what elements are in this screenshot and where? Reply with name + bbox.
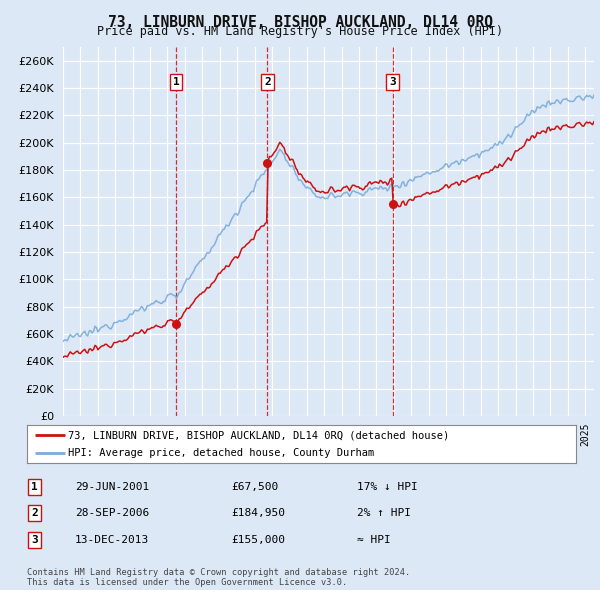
Text: 13-DEC-2013: 13-DEC-2013 <box>75 535 149 545</box>
Text: 2% ↑ HPI: 2% ↑ HPI <box>357 509 411 518</box>
Text: 3: 3 <box>389 77 396 87</box>
Text: 1: 1 <box>173 77 179 87</box>
Text: Price paid vs. HM Land Registry's House Price Index (HPI): Price paid vs. HM Land Registry's House … <box>97 25 503 38</box>
Text: HPI: Average price, detached house, County Durham: HPI: Average price, detached house, Coun… <box>68 448 374 458</box>
Text: Contains HM Land Registry data © Crown copyright and database right 2024.
This d: Contains HM Land Registry data © Crown c… <box>27 568 410 587</box>
Text: 73, LINBURN DRIVE, BISHOP AUCKLAND, DL14 0RQ (detached house): 73, LINBURN DRIVE, BISHOP AUCKLAND, DL14… <box>68 430 449 440</box>
Text: ≈ HPI: ≈ HPI <box>357 535 391 545</box>
Text: 73, LINBURN DRIVE, BISHOP AUCKLAND, DL14 0RQ: 73, LINBURN DRIVE, BISHOP AUCKLAND, DL14… <box>107 15 493 30</box>
Text: £155,000: £155,000 <box>231 535 285 545</box>
Text: £184,950: £184,950 <box>231 509 285 518</box>
Text: 17% ↓ HPI: 17% ↓ HPI <box>357 482 418 491</box>
Text: £67,500: £67,500 <box>231 482 278 491</box>
Text: 1: 1 <box>31 482 38 491</box>
Text: 2: 2 <box>31 509 38 518</box>
Text: 2: 2 <box>264 77 271 87</box>
Text: 3: 3 <box>31 535 38 545</box>
Text: 29-JUN-2001: 29-JUN-2001 <box>75 482 149 491</box>
Text: 28-SEP-2006: 28-SEP-2006 <box>75 509 149 518</box>
